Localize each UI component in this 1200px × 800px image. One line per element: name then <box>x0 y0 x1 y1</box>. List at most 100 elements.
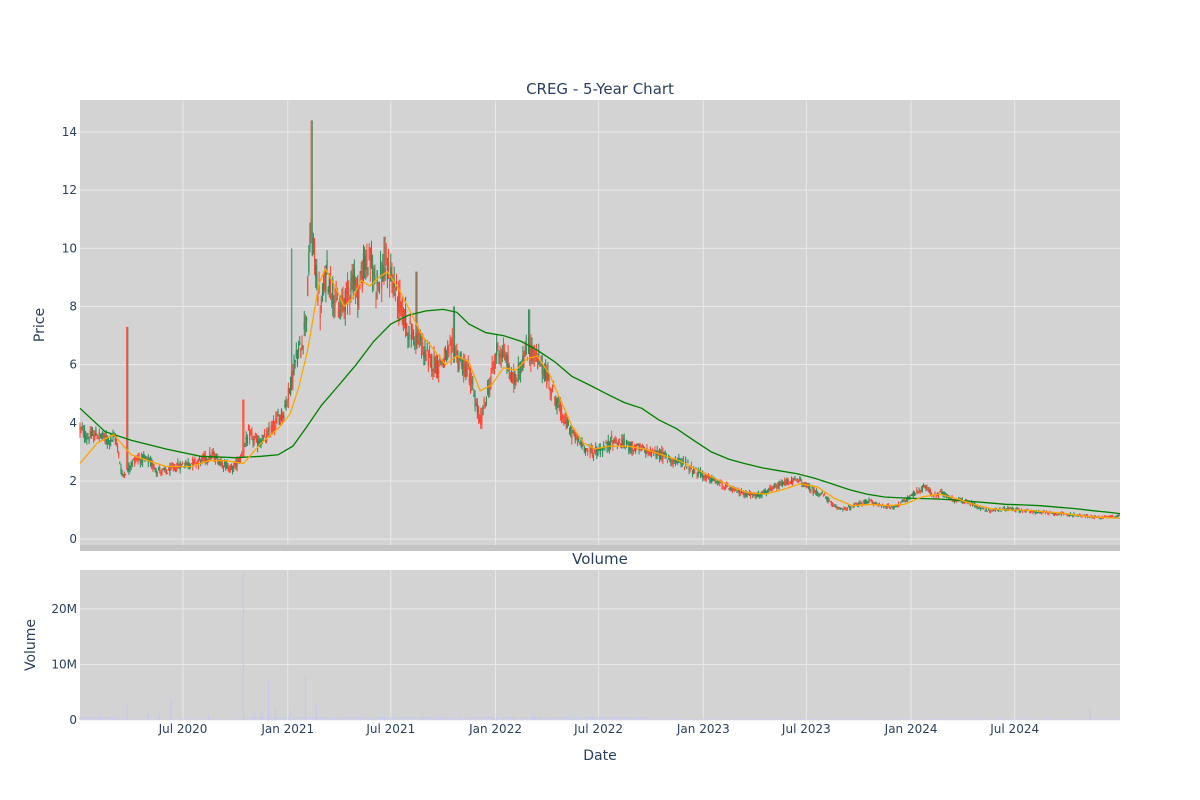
candle-body <box>144 456 146 459</box>
candle-body <box>850 506 852 510</box>
candle-body <box>440 360 442 364</box>
volume-bar <box>376 718 378 720</box>
candle-body <box>539 364 541 367</box>
candle-body <box>760 493 762 496</box>
volume-bar <box>543 718 545 720</box>
candle-body <box>241 453 243 456</box>
candle-body <box>106 439 108 444</box>
candle-body <box>231 465 234 472</box>
candle-body <box>798 478 801 482</box>
volume-bar <box>463 718 465 720</box>
volume-bar <box>115 717 117 720</box>
candle-body <box>1010 507 1012 510</box>
volume-bar <box>357 716 359 720</box>
candle-body <box>753 493 755 495</box>
volume-bar <box>99 716 101 720</box>
candle-body <box>571 431 573 439</box>
candle-body <box>979 507 982 510</box>
candle-body <box>1019 510 1021 512</box>
candle-body <box>776 485 778 489</box>
candle-body <box>1114 516 1116 518</box>
candle-body <box>674 459 677 462</box>
candle-body <box>482 405 484 414</box>
candle-body <box>962 502 965 504</box>
volume-bar <box>126 703 128 720</box>
candle-body <box>1115 516 1117 517</box>
volume-bar <box>366 718 368 720</box>
volume-bar <box>818 719 820 720</box>
candle-body <box>587 449 589 452</box>
range-slider[interactable] <box>80 545 1120 551</box>
volume-bar <box>820 719 822 720</box>
candle-body <box>843 508 845 510</box>
volume-bar <box>1110 719 1112 720</box>
candle-body <box>815 490 818 494</box>
volume-bar <box>578 717 580 720</box>
volume-bar <box>1006 719 1008 720</box>
volume-bar <box>233 718 235 720</box>
candle-body <box>320 298 322 305</box>
volume-bar <box>208 714 210 720</box>
candle-body <box>925 486 927 489</box>
volume-bar <box>111 716 113 720</box>
candle-body <box>274 427 276 431</box>
candle-body <box>557 398 559 403</box>
candle-body <box>747 492 749 496</box>
volume-bar <box>1075 718 1077 720</box>
candle-body <box>455 352 457 357</box>
volume-bar <box>535 716 537 720</box>
candle-body <box>740 490 743 494</box>
candle-body <box>471 377 473 386</box>
candle-body <box>317 297 319 302</box>
candle-body <box>327 288 329 292</box>
candle-body <box>876 503 878 505</box>
candle-body <box>901 500 903 502</box>
candle-body <box>538 351 540 355</box>
volume-bar <box>941 719 943 720</box>
candle-body <box>336 298 338 300</box>
volume-bar <box>644 716 646 720</box>
volume-bar <box>736 719 738 720</box>
volume-bar <box>132 719 134 720</box>
volume-bar <box>1066 719 1068 720</box>
candle-body <box>662 452 664 461</box>
chart-title: CREG - 5-Year Chart <box>526 80 674 98</box>
volume-bar <box>579 718 581 720</box>
candle-body <box>678 457 680 460</box>
volume-bar <box>641 717 643 720</box>
candle-body <box>822 495 825 497</box>
candle-body <box>875 502 877 504</box>
candle-body <box>936 493 938 495</box>
volume-bar <box>788 718 790 720</box>
candle-body <box>111 439 113 441</box>
volume-bar <box>181 718 183 720</box>
volume-bar <box>130 718 132 720</box>
candle-body <box>402 319 404 325</box>
volume-bar <box>321 716 323 720</box>
volume-bar <box>846 718 848 720</box>
volume-bar <box>257 717 259 720</box>
candle-body <box>508 365 510 371</box>
volume-bar <box>431 718 433 720</box>
volume-bar <box>581 717 583 720</box>
candle-body <box>308 252 310 273</box>
candle-body <box>95 429 97 436</box>
candle-body <box>109 442 111 445</box>
volume-bar <box>518 718 520 720</box>
candle-body <box>1041 512 1043 514</box>
candle-body <box>1022 511 1024 513</box>
volume-bar <box>369 718 371 720</box>
candle-body <box>579 442 581 445</box>
candle-body <box>235 460 237 466</box>
candle-body <box>259 441 261 445</box>
candle-body <box>424 346 426 357</box>
volume-bar <box>400 716 402 720</box>
candle-body <box>532 349 534 362</box>
volume-bar <box>945 719 947 720</box>
candle-body <box>519 362 522 374</box>
volume-bar <box>1052 719 1054 720</box>
volume-bar <box>670 718 672 720</box>
candle-body <box>883 507 885 509</box>
volume-bar <box>277 718 279 720</box>
candle-body <box>263 433 266 436</box>
